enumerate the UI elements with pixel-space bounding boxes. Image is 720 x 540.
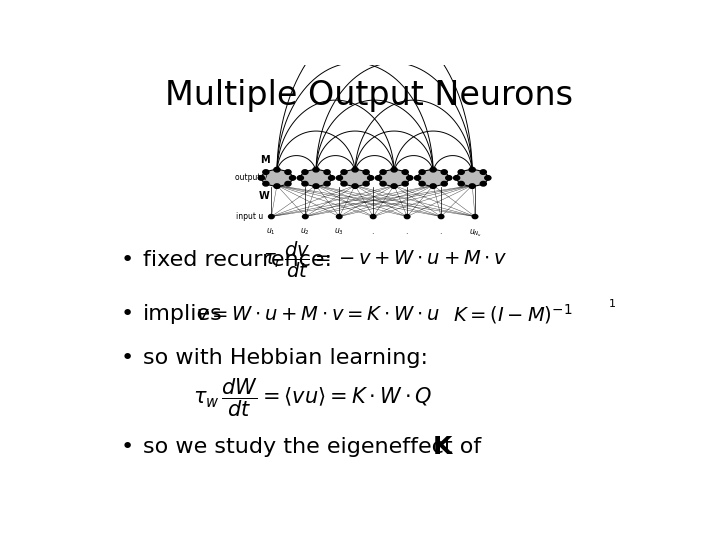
Circle shape [419,181,426,186]
Circle shape [485,176,491,180]
Circle shape [430,184,436,188]
Text: $u_{N_u}$: $u_{N_u}$ [469,227,482,239]
Circle shape [363,181,369,186]
Circle shape [313,184,319,188]
Circle shape [480,170,486,174]
Text: •: • [121,437,134,457]
Text: K: K [433,435,453,460]
Circle shape [402,170,408,174]
Circle shape [328,176,335,180]
Circle shape [336,214,342,219]
Circle shape [336,176,343,180]
Ellipse shape [418,170,449,186]
Ellipse shape [261,170,292,186]
Ellipse shape [456,170,488,186]
Circle shape [441,181,447,186]
Text: •: • [121,304,134,325]
Circle shape [285,181,291,186]
Circle shape [341,170,347,174]
Text: 1: 1 [609,299,616,309]
Circle shape [419,170,426,174]
Circle shape [274,184,280,188]
Text: Multiple Output Neurons: Multiple Output Neurons [165,79,573,112]
Circle shape [391,184,397,188]
Text: $u_1$: $u_1$ [266,227,276,238]
Circle shape [274,167,280,172]
Text: •: • [121,348,134,368]
Text: so we study the eigeneffect of: so we study the eigeneffect of [143,437,488,457]
Circle shape [352,184,358,188]
Text: $.$: $.$ [405,227,409,236]
Circle shape [313,167,319,172]
Circle shape [441,170,447,174]
Text: input u: input u [235,212,263,221]
Text: output v: output v [235,173,267,183]
Text: fixed recurrence:: fixed recurrence: [143,250,332,270]
Circle shape [458,181,464,186]
Text: $.$: $.$ [372,227,375,236]
Circle shape [363,170,369,174]
Circle shape [454,176,459,180]
Circle shape [438,214,444,219]
Circle shape [302,214,308,219]
Text: so with Hebbian learning:: so with Hebbian learning: [143,348,428,368]
Circle shape [370,214,376,219]
Circle shape [263,181,269,186]
Text: $\tau_w\,\dfrac{dW}{dt} = \langle vu\rangle = K\cdot W\cdot Q$: $\tau_w\,\dfrac{dW}{dt} = \langle vu\ran… [194,376,433,419]
Circle shape [368,176,374,180]
Circle shape [458,170,464,174]
Circle shape [415,176,420,180]
Ellipse shape [339,170,371,186]
Circle shape [375,176,382,180]
Text: $\tau_r\,\dfrac{dv}{dt} = -v + W\cdot u + M\cdot v$: $\tau_r\,\dfrac{dv}{dt} = -v + W\cdot u … [263,240,508,280]
Text: $.$: $.$ [439,227,443,236]
Circle shape [297,176,303,180]
Circle shape [289,176,296,180]
Circle shape [263,170,269,174]
Circle shape [402,181,408,186]
Circle shape [469,184,475,188]
Circle shape [405,214,410,219]
Circle shape [324,170,330,174]
Circle shape [391,167,397,172]
Circle shape [469,167,475,172]
Text: W: W [259,191,270,201]
Text: M: M [260,156,270,165]
Text: implies: implies [143,304,222,325]
Circle shape [380,170,386,174]
Circle shape [269,214,274,219]
Circle shape [472,214,478,219]
Text: $u_3$: $u_3$ [334,227,344,238]
Circle shape [352,167,358,172]
Circle shape [480,181,486,186]
Circle shape [430,167,436,172]
Text: $v = W\cdot u + M\cdot v = K\cdot W\cdot u$: $v = W\cdot u + M\cdot v = K\cdot W\cdot… [196,305,440,324]
Circle shape [258,176,264,180]
Circle shape [407,176,413,180]
Circle shape [380,181,386,186]
Text: •: • [121,250,134,270]
Circle shape [302,170,308,174]
Circle shape [285,170,291,174]
Text: $K = (I-M)^{-1}$: $K = (I-M)^{-1}$ [453,302,572,326]
Circle shape [446,176,452,180]
Ellipse shape [379,170,410,186]
Circle shape [341,181,347,186]
Circle shape [302,181,308,186]
Ellipse shape [300,170,332,186]
Circle shape [324,181,330,186]
Text: $u_2$: $u_2$ [300,227,310,238]
